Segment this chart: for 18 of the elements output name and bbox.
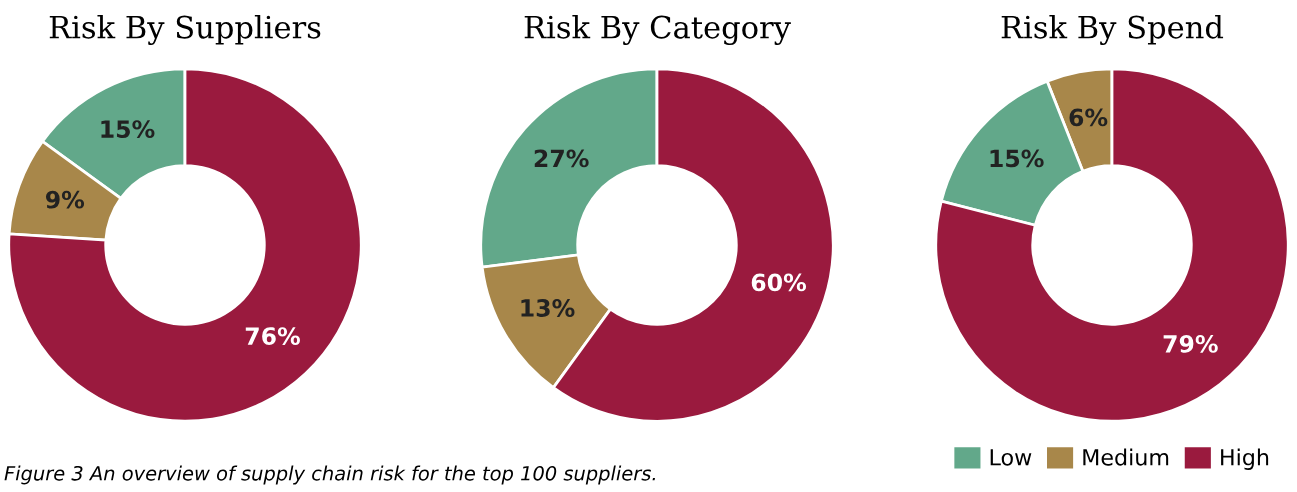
- chart-title: Risk By Suppliers: [49, 15, 321, 45]
- data-label: 6%: [1069, 108, 1108, 127]
- data-label: 13%: [521, 299, 575, 317]
- chart-title: Risk By Category: [524, 15, 791, 45]
- caption: Figure 3 An overview of supply chain risk for the top 100 suppliers.: [4, 465, 655, 485]
- legend-label: Low: [990, 449, 1032, 466]
- donut-slice: [934, 67, 1290, 423]
- legend-label: High: [1221, 448, 1269, 470]
- data-label: 76%: [245, 327, 300, 345]
- data-label: 60%: [751, 273, 807, 292]
- legend-label: Medium: [1083, 448, 1169, 466]
- data-label: 9%: [45, 190, 85, 209]
- donut-slice: [7, 67, 363, 423]
- chart-title: Risk By Spend: [1001, 15, 1224, 45]
- data-label: 27%: [534, 149, 589, 168]
- data-label: 15%: [101, 120, 155, 138]
- data-label: 79%: [1163, 334, 1218, 353]
- data-label: 15%: [990, 149, 1044, 168]
